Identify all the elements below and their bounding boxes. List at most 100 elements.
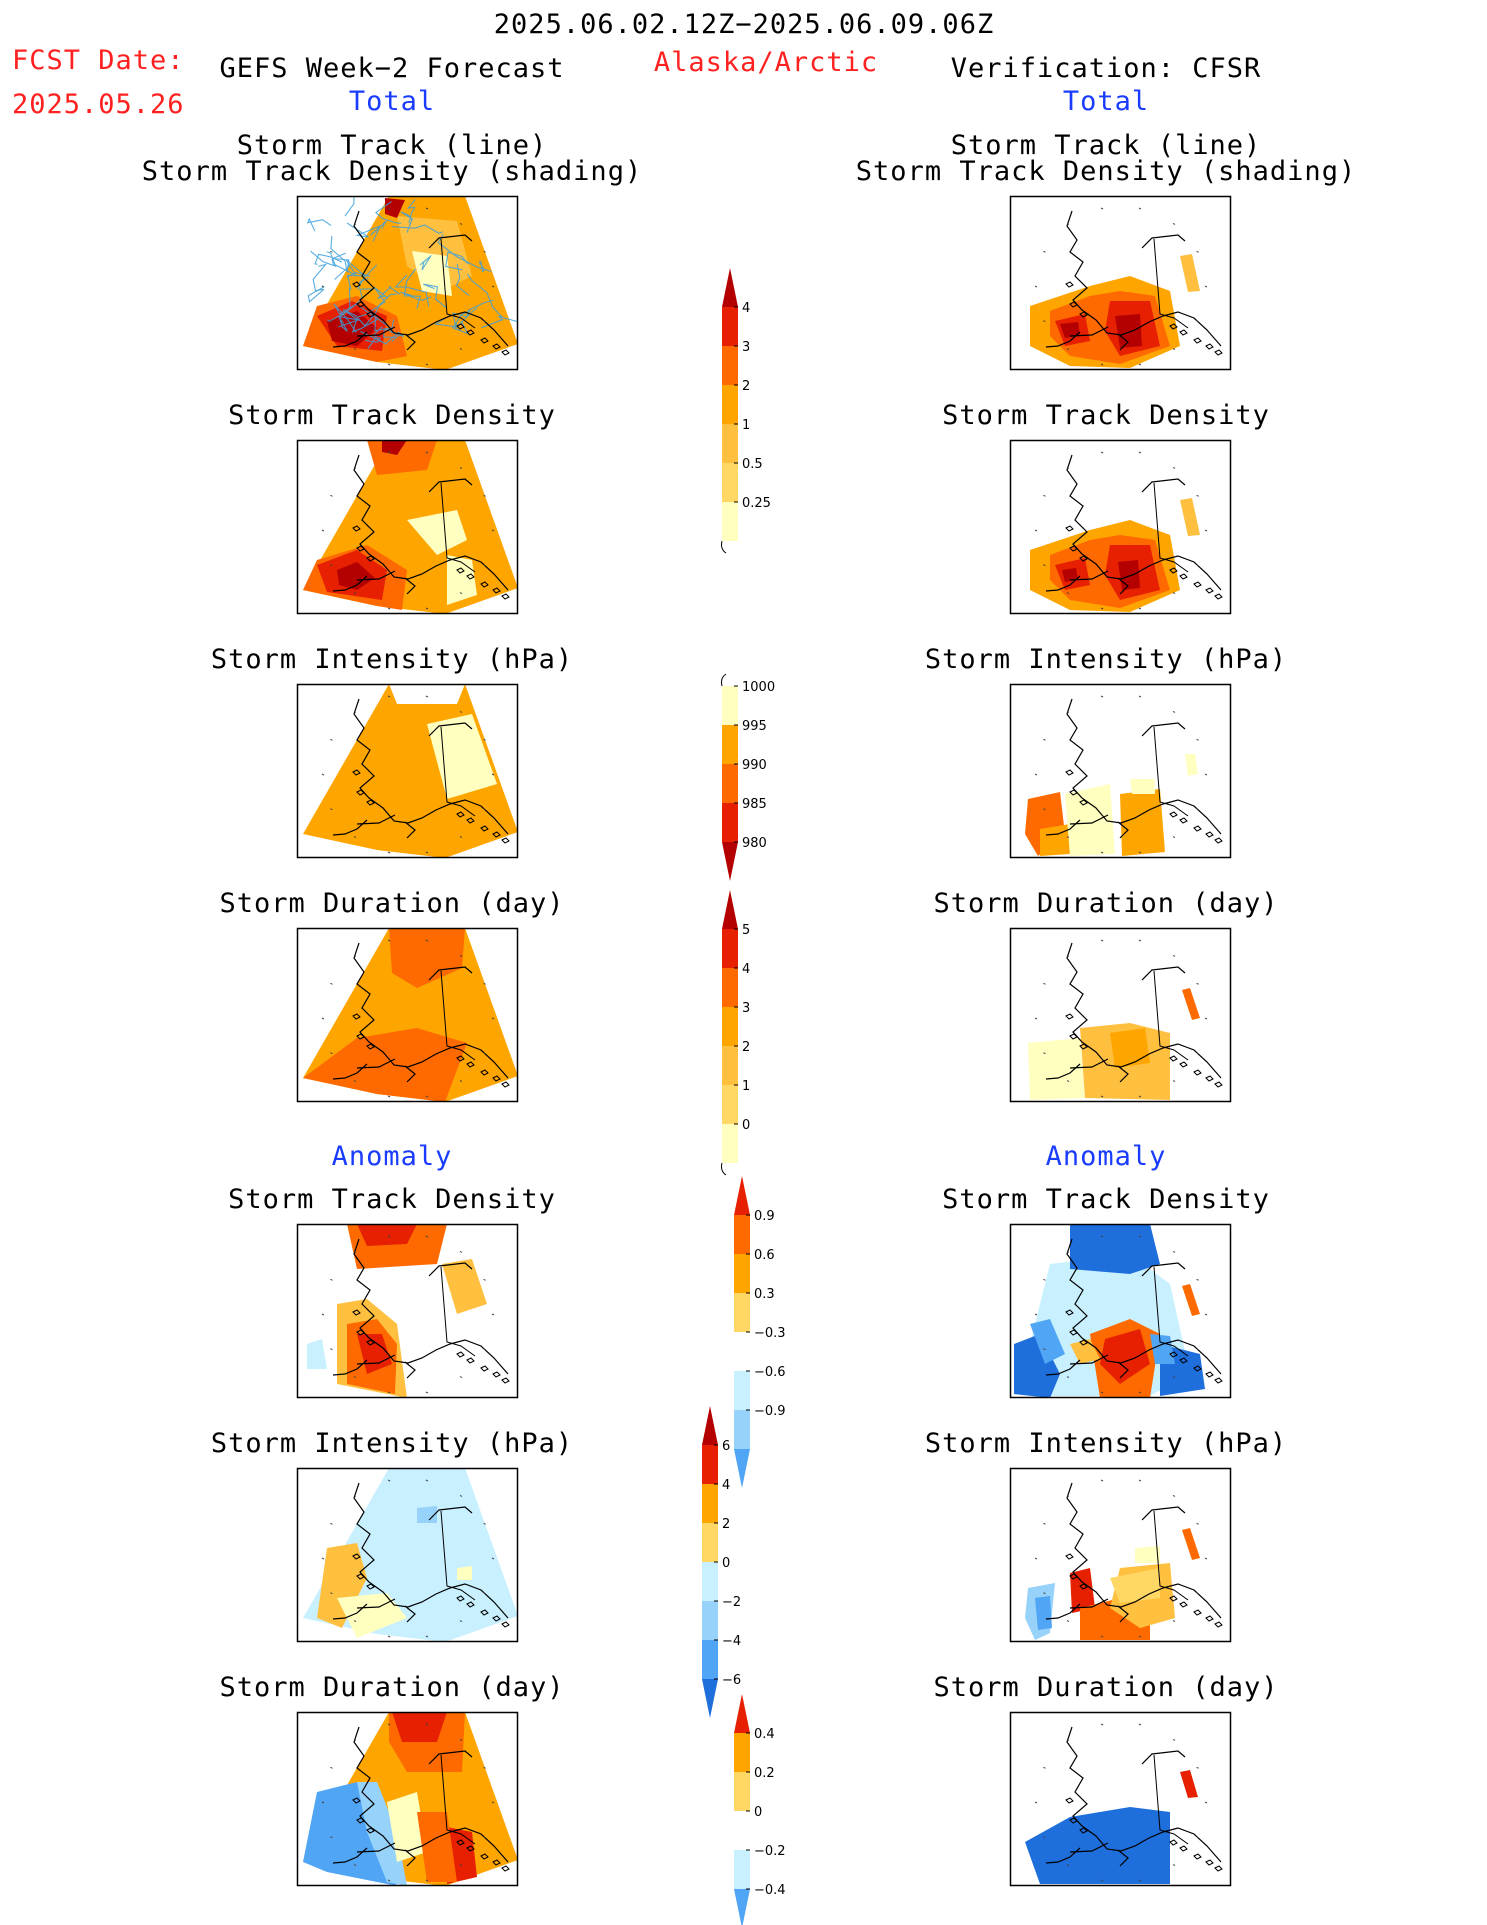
colorbar-swatch: [734, 1371, 750, 1410]
coastline: [1045, 454, 1222, 595]
border-line: [1153, 970, 1189, 1061]
grid-tick: [459, 223, 463, 225]
grid-tick: [330, 1836, 333, 1839]
grid-tick: [1196, 250, 1199, 253]
map-field: [303, 928, 518, 1102]
map-frame: [296, 1467, 519, 1643]
storm-track: [306, 217, 332, 232]
island: [480, 1609, 489, 1616]
colorbar-swatch: [722, 1124, 738, 1163]
left-total-label: Total: [348, 86, 436, 117]
left-duration-title: Storm Duration (day): [219, 888, 565, 919]
grid-tick: [1066, 1376, 1070, 1378]
coastline: [1045, 210, 1222, 351]
grid-tick: [1100, 363, 1104, 366]
storm-track: [481, 315, 518, 329]
grid-tick: [321, 1017, 325, 1020]
grid-tick: [1043, 1278, 1046, 1281]
storm-track: [445, 251, 469, 271]
map-frame: [1009, 1467, 1232, 1643]
island: [1193, 825, 1202, 832]
grid-tick: [491, 1801, 495, 1804]
map-frame: [1009, 1223, 1232, 1399]
coastline: [332, 1726, 509, 1867]
right-map-2: [1009, 683, 1232, 859]
island: [366, 1583, 375, 1590]
island: [492, 343, 501, 350]
island: [1169, 567, 1178, 574]
storm-track: [407, 199, 416, 224]
fcst-date-value: 2025.05.26: [12, 89, 185, 120]
grid-tick: [353, 1251, 357, 1253]
storm-track: [341, 196, 355, 217]
border-line: [1153, 1266, 1189, 1357]
left-density-title: Storm Track Density: [228, 400, 556, 431]
storm-track: [467, 273, 503, 318]
island: [1065, 1553, 1074, 1560]
grid-tick: [459, 1080, 463, 1082]
shading-region: [1115, 314, 1142, 348]
right-density-title: Storm Track Density: [942, 400, 1270, 431]
grid-tick: [459, 711, 463, 713]
right-anomaly-label: Anomaly: [1045, 1141, 1167, 1172]
grid-tick: [330, 320, 333, 323]
colorbar-label: 995: [742, 719, 767, 734]
colorbar-label: 0: [722, 1556, 730, 1571]
colorbar-swatch: [734, 1332, 750, 1371]
colorbar-swatch: [722, 725, 738, 764]
right-map-6: [1009, 1711, 1232, 1887]
colorbar-cap-bottom: [722, 842, 738, 881]
island: [1079, 1339, 1088, 1346]
grid-tick: [425, 207, 429, 210]
map-field: [1025, 1723, 1223, 1884]
grid-tick: [330, 1592, 333, 1595]
island: [1205, 1859, 1214, 1866]
colorbar-swatch: [722, 463, 738, 502]
island: [1214, 1621, 1223, 1628]
grid-tick: [387, 939, 391, 942]
region-title: Alaska/Arctic: [653, 47, 879, 78]
grid-tick: [1066, 223, 1070, 225]
island: [480, 337, 489, 344]
right-intensity-title: Storm Intensity (hPa): [924, 644, 1288, 675]
grid-tick: [353, 1376, 357, 1378]
colorbar-swatch: [722, 424, 738, 463]
island: [356, 1033, 365, 1040]
left-track-title-2: Storm Track Density (shading): [141, 156, 643, 187]
grid-tick: [321, 1313, 325, 1316]
shading-region: [317, 1543, 367, 1628]
grid-tick: [1043, 1348, 1046, 1351]
grid-tick: [353, 223, 357, 225]
shading-region: [1030, 1319, 1065, 1364]
grid-tick: [1138, 207, 1142, 210]
grid-tick: [459, 1376, 463, 1378]
grid-tick: [353, 1495, 357, 1497]
colorbar-label: 0.25: [742, 496, 771, 511]
grid-tick: [1196, 494, 1199, 497]
grid-tick: [1100, 1479, 1104, 1482]
grid-tick: [1204, 773, 1208, 776]
island: [1079, 799, 1088, 806]
shading-region: [303, 1028, 467, 1102]
colorbar-swatch: [722, 346, 738, 385]
map-field: [1030, 207, 1223, 368]
colorbar-swatch: [722, 1007, 738, 1046]
shading-region: [389, 684, 465, 704]
colorbar-tail: [721, 1162, 727, 1176]
island: [366, 1827, 375, 1834]
grid-tick: [353, 836, 357, 838]
colorbar-label: 0.2: [754, 1766, 775, 1781]
shading-region: [417, 1506, 437, 1523]
grid-tick: [387, 1879, 391, 1882]
island: [1179, 1845, 1188, 1852]
grid-tick: [1172, 1739, 1176, 1741]
grid-tick: [483, 982, 486, 985]
shading-region: [1062, 568, 1078, 582]
grid-tick: [1066, 592, 1070, 594]
island: [1065, 769, 1074, 776]
grid-tick: [483, 1836, 486, 1839]
island: [480, 825, 489, 832]
grid-tick: [1172, 1251, 1176, 1253]
grid-tick: [1066, 1495, 1070, 1497]
grid-tick: [1100, 1879, 1104, 1882]
